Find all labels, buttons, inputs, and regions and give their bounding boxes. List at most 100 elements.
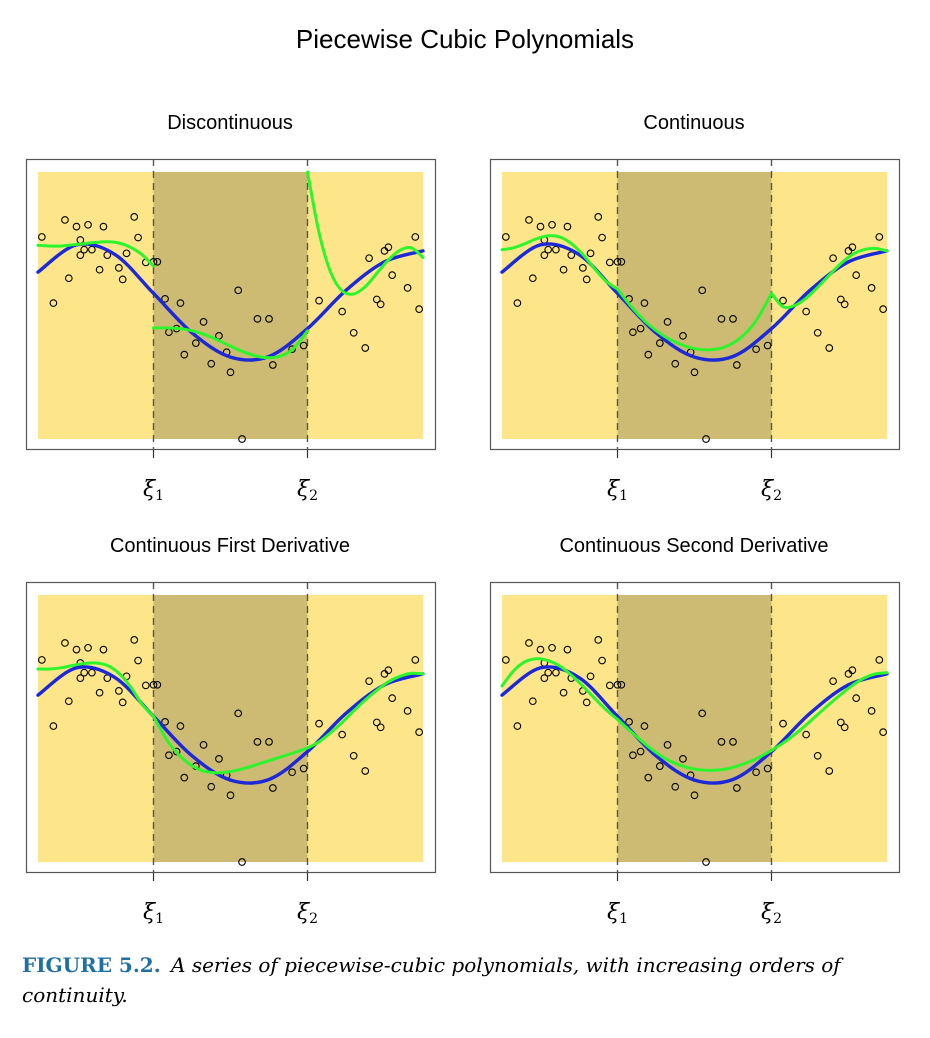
data-point bbox=[813, 328, 822, 337]
data-point bbox=[852, 694, 861, 703]
data-point bbox=[161, 717, 169, 726]
data-point bbox=[540, 251, 549, 259]
data-point bbox=[617, 257, 626, 266]
data-point bbox=[605, 681, 614, 690]
data-point bbox=[578, 264, 587, 272]
data-point bbox=[663, 318, 672, 326]
data-point bbox=[617, 680, 626, 689]
data-point bbox=[848, 666, 857, 675]
data-point bbox=[64, 697, 73, 706]
data-point bbox=[376, 300, 385, 309]
data-point bbox=[679, 754, 687, 763]
data-point bbox=[61, 216, 69, 224]
data-point bbox=[582, 698, 591, 707]
data-point bbox=[563, 645, 572, 654]
curves bbox=[36, 170, 425, 362]
data-point bbox=[779, 719, 787, 728]
data-point bbox=[180, 773, 189, 782]
panel-title-continuous: Continuous bbox=[643, 112, 745, 134]
plot-frame bbox=[25, 581, 437, 874]
data-point bbox=[114, 687, 123, 695]
data-point bbox=[95, 688, 104, 697]
data-point bbox=[234, 709, 243, 718]
data-point bbox=[161, 294, 169, 303]
data-point bbox=[118, 275, 127, 284]
data-point bbox=[879, 728, 888, 736]
data-point bbox=[625, 717, 633, 726]
data-point bbox=[199, 318, 208, 326]
data-point bbox=[99, 645, 108, 654]
data-point bbox=[134, 233, 142, 242]
data-point bbox=[540, 674, 549, 682]
data-point bbox=[134, 656, 142, 665]
data-point bbox=[671, 782, 680, 791]
data-point bbox=[265, 738, 273, 746]
data-point bbox=[238, 858, 246, 866]
knot-label-subscript: 1 bbox=[155, 488, 164, 504]
data-point bbox=[640, 299, 649, 307]
data-point bbox=[72, 645, 81, 654]
data-point bbox=[671, 359, 680, 368]
data-point bbox=[122, 249, 131, 258]
data-point bbox=[130, 636, 139, 644]
data-point bbox=[149, 680, 158, 689]
knot-label-subscript: 2 bbox=[773, 488, 782, 504]
data-point bbox=[698, 709, 707, 718]
data-point bbox=[502, 233, 510, 241]
knot-label-symbol: ξ bbox=[607, 900, 621, 925]
data-point bbox=[388, 694, 397, 703]
data-point bbox=[80, 245, 89, 254]
data-point bbox=[840, 300, 849, 309]
data-point bbox=[403, 284, 412, 292]
data-point bbox=[559, 688, 568, 697]
knot-label-symbol: ξ bbox=[297, 900, 311, 925]
data-point bbox=[729, 315, 737, 323]
data-point bbox=[779, 296, 787, 305]
data-point bbox=[544, 668, 553, 677]
data-point bbox=[64, 274, 73, 283]
data-point bbox=[640, 722, 649, 730]
data-point bbox=[99, 222, 108, 231]
data-point bbox=[605, 258, 614, 267]
data-point bbox=[84, 220, 92, 229]
data-point bbox=[825, 344, 834, 352]
knot-label-subscript: 1 bbox=[619, 911, 628, 927]
data-point bbox=[663, 741, 672, 749]
data-point bbox=[656, 762, 664, 770]
data-point bbox=[613, 257, 622, 266]
data-point bbox=[536, 645, 545, 654]
data-point bbox=[315, 719, 323, 728]
data-point bbox=[656, 339, 664, 347]
data-point bbox=[415, 728, 424, 736]
data-point bbox=[349, 751, 358, 760]
data-point bbox=[848, 243, 857, 252]
data-point bbox=[349, 328, 358, 337]
chart-panel-continuous-second-derivative: ξ1 ξ2 bbox=[489, 581, 901, 927]
data-point bbox=[76, 251, 85, 259]
data-point bbox=[717, 315, 726, 323]
fitted-cubic-piece-3 bbox=[770, 671, 889, 752]
knot-label-xi2: ξ2 bbox=[297, 477, 318, 504]
fitted-cubic-piece-3 bbox=[770, 246, 889, 310]
data-point bbox=[536, 222, 545, 231]
data-point bbox=[636, 747, 645, 756]
data-point bbox=[594, 636, 603, 644]
knot-label-xi1: ξ1 bbox=[607, 900, 628, 927]
data-point bbox=[513, 722, 522, 730]
data-point bbox=[288, 768, 296, 777]
data-point bbox=[702, 435, 710, 443]
data-point bbox=[299, 764, 308, 773]
data-point bbox=[153, 257, 162, 266]
plot-frame bbox=[489, 158, 901, 451]
data-point bbox=[528, 274, 537, 283]
data-point bbox=[238, 435, 246, 443]
data-point bbox=[376, 723, 385, 732]
data-point bbox=[172, 747, 181, 756]
data-point bbox=[752, 345, 760, 354]
data-point bbox=[361, 344, 370, 352]
data-point bbox=[594, 213, 603, 221]
data-point bbox=[836, 718, 845, 727]
data-point bbox=[867, 707, 876, 715]
data-point bbox=[544, 245, 553, 254]
data-point bbox=[215, 754, 223, 763]
